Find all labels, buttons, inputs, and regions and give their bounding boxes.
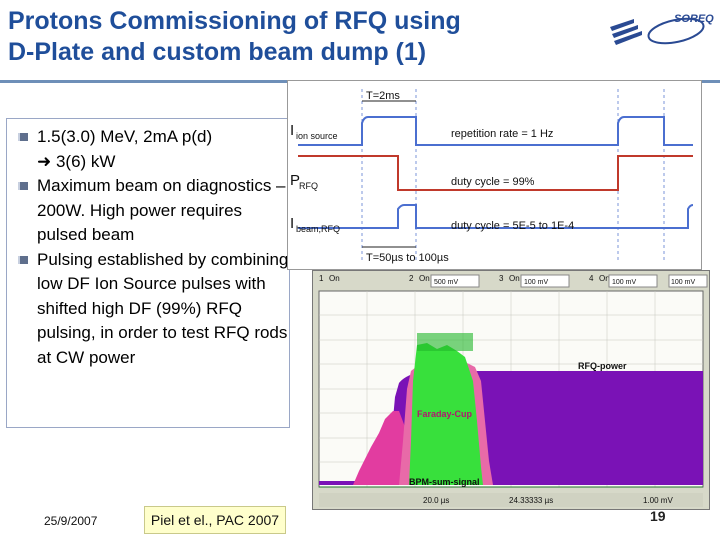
channel-volts: 100 mV xyxy=(612,279,636,286)
faraday-cup-label: Faraday-Cup xyxy=(417,409,473,419)
channel-number: 2 xyxy=(409,274,414,283)
bullet-item: 1.5(3.0) MeV, 2mA p(d) xyxy=(7,125,289,150)
row-label: P xyxy=(290,172,300,189)
row-sublabel: beam,RFQ xyxy=(296,224,340,234)
bullet-text: Maximum beam on diagnostics – 200W. High… xyxy=(37,176,286,244)
beam-rfq-waveform xyxy=(298,204,694,229)
footer-reference: Piel et el., PAC 2007 xyxy=(144,506,286,534)
timing-diagram-svg: T=2ms I ion source repetition rate = 1 H… xyxy=(288,81,701,269)
soreq-logo: SOREQ xyxy=(610,13,714,45)
row-sublabel: RFQ xyxy=(299,181,318,191)
bpm-sum-label: BPM-sum-signal xyxy=(409,477,480,487)
channel-state: On xyxy=(599,274,610,283)
bullet-square-icon xyxy=(18,133,28,141)
channel-state: On xyxy=(509,274,520,283)
channel-number: 1 xyxy=(319,274,324,283)
bullet-square-icon xyxy=(18,255,28,264)
bpm-sum-trace xyxy=(409,343,483,485)
channel-number: 3 xyxy=(499,274,504,283)
timebase-readout: 20.0 µs xyxy=(423,496,449,505)
channel-state: On xyxy=(329,274,340,283)
bullet-subline: ➜ 3(6) kW xyxy=(37,151,116,171)
bullet-text: 1.5(3.0) MeV, 2mA p(d) xyxy=(37,127,213,146)
title-line-1: Protons Commissioning of RFQ using xyxy=(8,7,461,35)
channel-number: 4 xyxy=(589,274,594,283)
channel-volts: 100 mV xyxy=(524,279,548,286)
oscilloscope-capture: 1 On 2 On 3 On 4 On 500 mV 100 mV 100 mV… xyxy=(312,270,710,510)
bullet-square-icon xyxy=(18,182,28,190)
pulse-width-label: T=50µs to 100µs xyxy=(366,252,449,264)
bullet-panel: 1.5(3.0) MeV, 2mA p(d) ➜ 3(6) kW Maximum… xyxy=(6,118,290,428)
row-label: I xyxy=(290,215,294,232)
rfq-power-waveform xyxy=(298,155,693,191)
bullet-text: Pulsing established by combining low DF … xyxy=(37,249,289,367)
row-note: duty cycle = 5E-5 to 1E-4 xyxy=(451,220,574,232)
channel-state: On xyxy=(419,274,430,283)
page-number: 19 xyxy=(650,508,666,524)
rfq-power-label: RFQ-power xyxy=(578,361,627,371)
title-line-2: D-Plate and custom beam dump (1) xyxy=(8,38,427,66)
row-sublabel: ion source xyxy=(296,131,338,141)
oscilloscope-svg: 1 On 2 On 3 On 4 On 500 mV 100 mV 100 mV… xyxy=(313,271,709,509)
ion-source-waveform xyxy=(298,116,693,146)
timing-diagram: T=2ms I ion source repetition rate = 1 H… xyxy=(287,80,702,270)
footer-date: 25/9/2007 xyxy=(44,514,98,528)
trigger-readout: 1.00 mV xyxy=(643,496,673,505)
bullet-item: Pulsing established by combining low DF … xyxy=(7,248,289,371)
channel-volts: 500 mV xyxy=(434,279,458,286)
row-label: I xyxy=(290,122,294,139)
bullet-item: Maximum beam on diagnostics – 200W. High… xyxy=(7,174,289,248)
slide-title: Protons Commissioning of RFQ using D-Pla… xyxy=(8,6,598,68)
row-note: repetition rate = 1 Hz xyxy=(451,128,553,140)
logo-text: SOREQ xyxy=(674,13,714,25)
row-note: duty cycle = 99% xyxy=(451,176,535,188)
delay-readout: 24.33333 µs xyxy=(509,496,553,505)
channel-volts: 100 mV xyxy=(671,279,695,286)
period-label: T=2ms xyxy=(366,90,400,102)
